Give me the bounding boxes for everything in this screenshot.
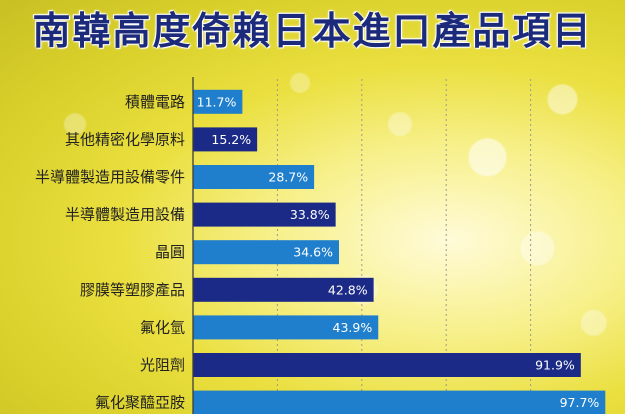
category-label: 積體電路 — [125, 93, 185, 111]
category-label: 其他精密化學原料 — [65, 130, 185, 148]
bar — [193, 315, 379, 340]
category-label: 膠膜等塑膠產品 — [80, 281, 185, 299]
category-label: 半導體製造用設備零件 — [35, 168, 185, 186]
value-label: 43.9% — [333, 320, 373, 335]
category-label: 氟化聚醯亞胺 — [95, 394, 185, 412]
bar — [193, 127, 258, 152]
bar — [193, 353, 581, 377]
category-label: 晶圓 — [155, 243, 185, 261]
value-label: 11.7% — [197, 94, 237, 109]
value-label: 42.8% — [328, 282, 368, 297]
chart-title: 南韓高度倚賴日本進口產品項目 — [32, 8, 593, 53]
bar — [193, 202, 336, 227]
category-label: 光阻劑 — [140, 356, 185, 374]
category-label: 氟化氫 — [140, 318, 185, 336]
value-label: 28.7% — [268, 170, 308, 185]
bar — [193, 240, 340, 265]
bar — [193, 89, 243, 114]
bar — [193, 390, 606, 414]
category-label: 半導體製造用設備 — [65, 206, 185, 224]
bar — [193, 277, 374, 302]
bar — [193, 165, 315, 189]
value-label: 97.7% — [560, 395, 600, 410]
value-label: 34.6% — [293, 245, 333, 260]
value-label: 91.9% — [535, 358, 575, 373]
value-label: 33.8% — [290, 207, 330, 222]
value-label: 15.2% — [211, 132, 251, 147]
